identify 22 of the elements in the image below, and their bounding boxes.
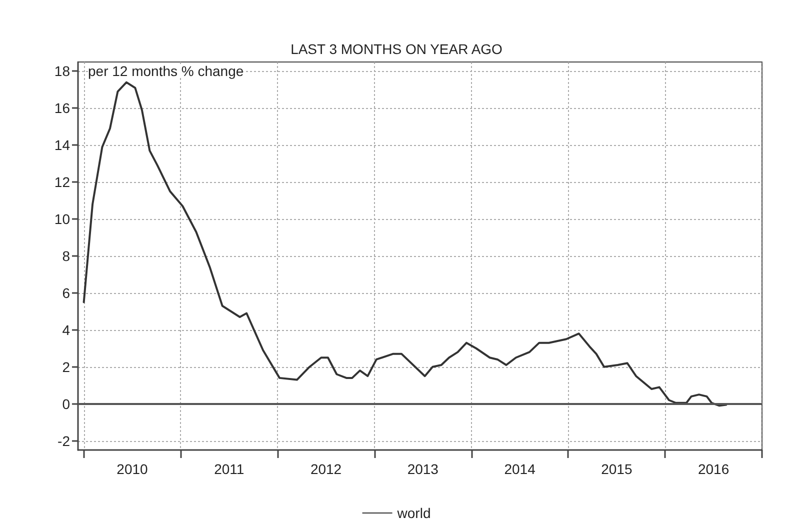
y-tick-label: 0 xyxy=(62,396,70,412)
y-tick-label: 18 xyxy=(54,63,70,80)
y-tick-label: 16 xyxy=(54,100,70,116)
y-tick-label: 14 xyxy=(54,137,70,154)
y-tick-label: 12 xyxy=(54,174,70,190)
y-axis-title: per 12 months % change xyxy=(88,63,244,79)
chart-title: LAST 3 MONTHS ON YEAR AGO xyxy=(290,41,503,57)
y-tick-label: 4 xyxy=(62,322,70,338)
x-tick-label: 2014 xyxy=(504,461,536,477)
legend-label: world xyxy=(396,505,431,521)
x-tick-label: 2010 xyxy=(116,461,148,477)
y-tick-label: 10 xyxy=(54,211,70,228)
y-tick-label: 8 xyxy=(62,248,70,264)
y-tick-label: -2 xyxy=(58,432,70,449)
x-tick-label: 2012 xyxy=(310,461,342,477)
y-tick-label: 2 xyxy=(62,358,70,375)
line-series xyxy=(82,81,728,407)
x-tick-label: 2015 xyxy=(601,461,632,477)
x-tick-label: 2013 xyxy=(407,461,439,477)
x-tick-label: 2016 xyxy=(698,461,730,477)
x-tick-label: 2011 xyxy=(214,461,244,477)
y-tick-label: 6 xyxy=(62,284,70,301)
